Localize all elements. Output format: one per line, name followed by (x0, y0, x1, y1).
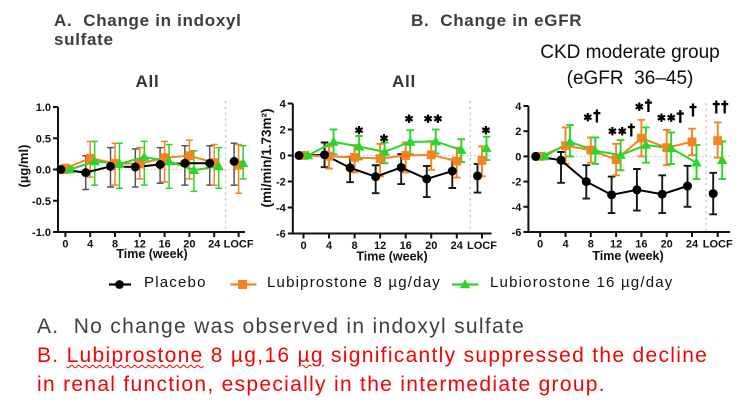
svg-text:16: 16 (158, 239, 170, 251)
svg-text:4: 4 (326, 240, 333, 252)
svg-text:0: 0 (62, 239, 68, 251)
svg-text:24: 24 (686, 239, 699, 251)
svg-text:16: 16 (635, 239, 647, 251)
svg-text:LOCF: LOCF (224, 239, 254, 251)
svg-text:(mi/min/1.73m²): (mi/min/1.73m²) (259, 108, 274, 207)
svg-text:4: 4 (515, 101, 522, 113)
svg-text:(µg/ml): (µg/ml) (16, 145, 31, 188)
svg-text:24: 24 (451, 240, 464, 252)
svg-text:0: 0 (515, 151, 521, 163)
svg-text:0: 0 (300, 240, 306, 252)
svg-text:4: 4 (280, 99, 287, 111)
svg-text:LOCF: LOCF (703, 239, 733, 251)
svg-text:20: 20 (183, 239, 195, 251)
svg-text:-6: -6 (512, 227, 522, 239)
svg-text:-2: -2 (276, 177, 286, 189)
svg-text:12: 12 (610, 239, 622, 251)
svg-text:8: 8 (112, 239, 118, 251)
svg-text:2: 2 (515, 126, 521, 138)
svg-text:0.0: 0.0 (36, 165, 51, 177)
svg-text:12: 12 (374, 240, 386, 252)
svg-text:20: 20 (661, 239, 673, 251)
svg-text:0.5: 0.5 (36, 133, 51, 145)
svg-text:8: 8 (352, 240, 358, 252)
svg-text:2: 2 (280, 125, 286, 137)
svg-text:-4: -4 (276, 203, 287, 215)
svg-text:16: 16 (400, 240, 412, 252)
svg-text:1.0: 1.0 (36, 102, 51, 114)
svg-text:-6: -6 (276, 229, 286, 241)
svg-text:0: 0 (280, 151, 286, 163)
svg-text:LOCF: LOCF (467, 240, 497, 252)
svg-text:4: 4 (562, 239, 569, 251)
svg-text:8: 8 (588, 239, 594, 251)
svg-text:Time (week): Time (week) (592, 249, 663, 263)
svg-text:Time (week): Time (week) (116, 247, 187, 261)
svg-text:4: 4 (87, 239, 94, 251)
svg-text:20: 20 (425, 240, 437, 252)
svg-text:-1.0: -1.0 (32, 227, 51, 239)
svg-text:-4: -4 (512, 202, 523, 214)
svg-text:-0.5: -0.5 (32, 196, 51, 208)
svg-text:Time (week): Time (week) (356, 250, 427, 264)
svg-text:0: 0 (537, 239, 543, 251)
svg-text:-2: -2 (512, 177, 522, 189)
svg-text:12: 12 (134, 239, 146, 251)
svg-text:24: 24 (208, 239, 221, 251)
